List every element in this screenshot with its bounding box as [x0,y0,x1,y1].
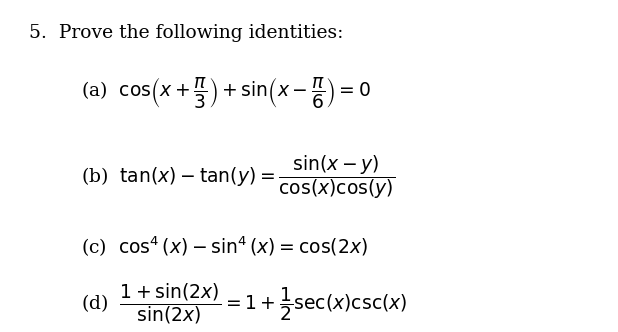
Text: (c)  $\cos^4(x) - \sin^4(x) = \cos(2x)$: (c) $\cos^4(x) - \sin^4(x) = \cos(2x)$ [82,234,368,259]
Text: (a)  $\cos\!\left(x + \dfrac{\pi}{3}\right) + \sin\!\left(x - \dfrac{\pi}{6}\rig: (a) $\cos\!\left(x + \dfrac{\pi}{3}\righ… [82,75,371,110]
Text: (d)  $\dfrac{1 + \sin(2x)}{\sin(2x)} = 1 + \dfrac{1}{2}\sec(x)\csc(x)$: (d) $\dfrac{1 + \sin(2x)}{\sin(2x)} = 1 … [82,281,408,326]
Text: 5.  Prove the following identities:: 5. Prove the following identities: [29,24,344,42]
Text: (b)  $\tan(x) - \tan(y) = \dfrac{\sin(x-y)}{\cos(x)\cos(y)}$: (b) $\tan(x) - \tan(y) = \dfrac{\sin(x-y… [82,153,396,201]
